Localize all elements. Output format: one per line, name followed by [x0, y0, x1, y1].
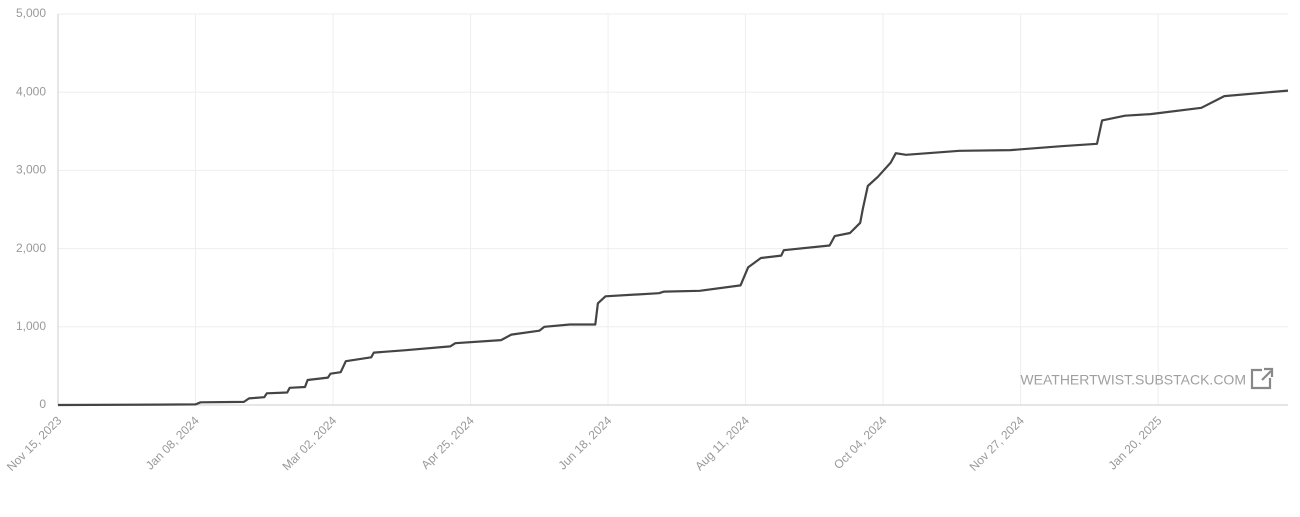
y-tick-label: 4,000 — [16, 84, 46, 98]
x-tick-label: Aug 11, 2024 — [692, 413, 752, 473]
icon-arrow — [1261, 367, 1274, 381]
x-tick-label: Nov 15, 2023 — [4, 413, 65, 474]
x-tick-label: Mar 02, 2024 — [279, 413, 339, 473]
external-link-icon[interactable] — [1250, 367, 1274, 390]
y-tick-label: 5,000 — [16, 6, 46, 20]
x-tick-label: Oct 04, 2024 — [831, 413, 890, 472]
x-tick-label: Nov 27, 2024 — [967, 413, 1028, 474]
watermark-link[interactable]: WEATHERTWIST.SUBSTACK.COM — [1020, 372, 1246, 388]
y-tick-label: 3,000 — [16, 163, 46, 177]
y-tick-label: 1,000 — [16, 319, 46, 333]
x-tick-label: Jan 20, 2025 — [1106, 413, 1165, 472]
icon-box — [1250, 368, 1272, 390]
x-tick-label: Apr 25, 2024 — [418, 413, 477, 472]
data-line — [57, 89, 1289, 407]
y-tick-label: 2,000 — [16, 241, 46, 255]
plot: 0 1,000 2,000 3,000 4,000 5,000 Nov 15, 2023 Ja… — [4, 6, 1289, 474]
x-tick-label: Jun 18, 2024 — [555, 413, 614, 472]
x-tick-label: Jan 08, 2024 — [143, 413, 202, 472]
y-tick-label: 0 — [39, 397, 46, 411]
